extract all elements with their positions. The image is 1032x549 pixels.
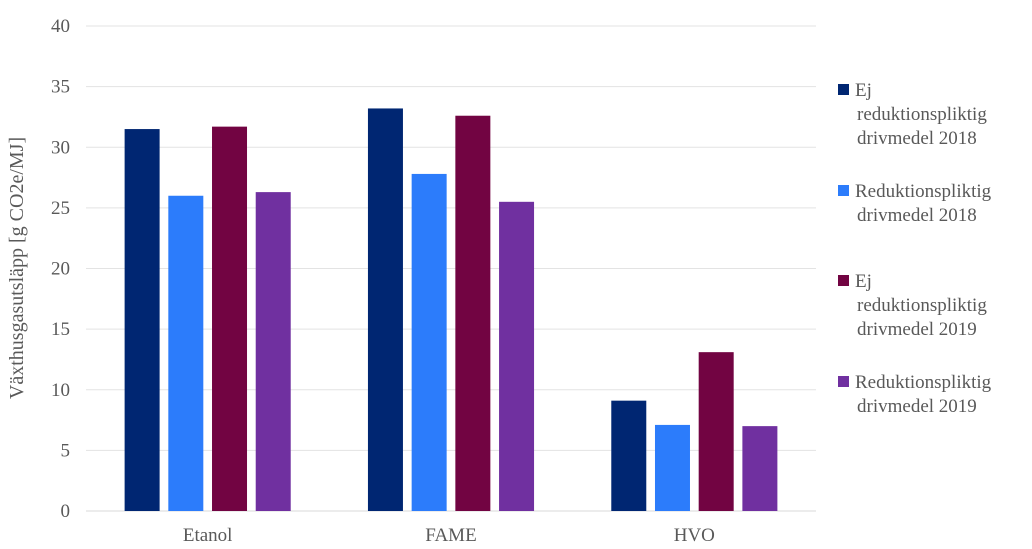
bar <box>124 129 160 511</box>
bar <box>742 426 778 511</box>
bar <box>255 192 291 512</box>
y-tick-label: 35 <box>51 77 70 98</box>
legend-label: drivmedel 2018 <box>857 128 977 149</box>
bar <box>698 352 734 511</box>
legend-swatch <box>838 84 849 95</box>
bar <box>168 195 204 511</box>
y-tick-label: 25 <box>51 198 70 219</box>
bar <box>455 115 491 511</box>
y-axis-ticks: 0 5 10 15 20 25 30 35 40 <box>51 16 70 522</box>
legend-label: reduktionspliktig <box>857 104 987 125</box>
bars <box>124 108 778 512</box>
y-tick-label: 15 <box>51 319 70 340</box>
y-tick-label: 20 <box>51 259 70 280</box>
bar <box>367 108 403 511</box>
bar <box>654 424 690 511</box>
bar <box>411 173 447 512</box>
legend-swatch <box>838 275 849 286</box>
legend-swatch <box>838 185 849 196</box>
gridlines <box>86 25 816 512</box>
legend-label: drivmedel 2018 <box>857 205 977 226</box>
y-tick-label: 40 <box>51 16 70 37</box>
bar <box>212 126 248 511</box>
legend-label: reduktionspliktig <box>857 295 987 316</box>
x-tick-label: Etanol <box>183 525 233 546</box>
x-tick-label: HVO <box>674 525 715 546</box>
legend-label: drivmedel 2019 <box>857 396 977 417</box>
legend-swatch <box>838 376 849 387</box>
y-axis-label: Växthusgasutsläpp [g CO2e/MJ] <box>6 137 28 399</box>
legend: Ej reduktionspliktig drivmedel 2018 Redukti… <box>838 80 992 417</box>
x-tick-label: FAME <box>425 525 476 546</box>
legend-label: Reduktionspliktig <box>855 372 992 393</box>
legend-label: Reduktionspliktig <box>855 181 992 202</box>
y-tick-label: 5 <box>61 440 71 461</box>
legend-label: Ej <box>855 271 872 292</box>
legend-label: drivmedel 2019 <box>857 319 977 340</box>
bar <box>611 400 647 511</box>
legend-label: Ej <box>855 80 872 101</box>
y-tick-label: 0 <box>61 501 71 522</box>
bar <box>499 201 535 511</box>
y-tick-label: 30 <box>51 137 70 158</box>
x-axis-ticks: Etanol FAME HVO <box>183 525 715 546</box>
y-tick-label: 10 <box>51 380 70 401</box>
